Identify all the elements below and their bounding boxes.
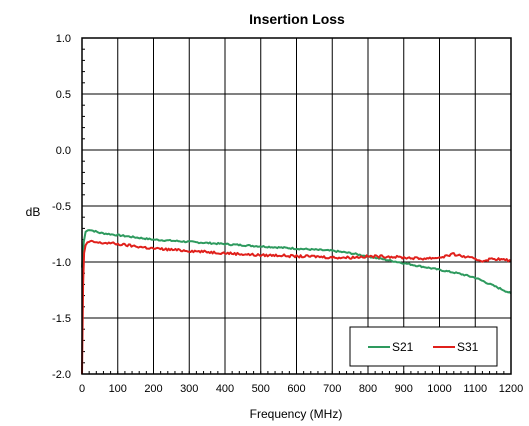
y-tick-label: -1.5 [52, 313, 71, 325]
grid [82, 38, 511, 374]
y-tick-label: -1.0 [52, 257, 71, 269]
x-tick-label: 900 [395, 383, 413, 395]
legend-label-s31: S31 [457, 340, 479, 354]
legend-label-s21: S21 [392, 340, 414, 354]
x-axis-title: Frequency (MHz) [250, 407, 343, 421]
y-tick-label: -2.0 [52, 369, 71, 381]
y-tick-label: 1.0 [56, 33, 71, 45]
series-line-s21 [81, 229, 512, 295]
series-line-s31 [81, 239, 512, 375]
x-tick-label: 600 [287, 383, 305, 395]
y-axis-tick-labels: -2.0 -1.5 -1.0 -0.5 0.0 0.5 1.0 [52, 33, 71, 381]
x-tick-label: 700 [323, 383, 341, 395]
y-tick-label: 0.0 [56, 145, 71, 157]
chart-title: Insertion Loss [249, 11, 345, 27]
x-axis-tick-labels: 0 100 200 300 400 500 600 700 800 900 1000 1100 1200 [79, 383, 523, 395]
y-axis-title: dB [26, 205, 41, 219]
x-tick-label: 100 [109, 383, 127, 395]
y-tick-label: -0.5 [52, 201, 71, 213]
series-layer [81, 229, 512, 375]
y-tick-label: 0.5 [56, 89, 71, 101]
x-tick-label: 800 [359, 383, 377, 395]
x-tick-label: 1200 [499, 383, 523, 395]
x-tick-label: 400 [216, 383, 234, 395]
x-tick-label: 0 [79, 383, 85, 395]
x-tick-label: 300 [180, 383, 198, 395]
x-tick-label: 1000 [427, 383, 451, 395]
x-tick-label: 500 [252, 383, 270, 395]
plot-area [81, 37, 512, 375]
x-tick-label: 1100 [463, 383, 487, 395]
legend: S21 S31 [349, 326, 498, 367]
x-tick-label: 200 [144, 383, 162, 395]
